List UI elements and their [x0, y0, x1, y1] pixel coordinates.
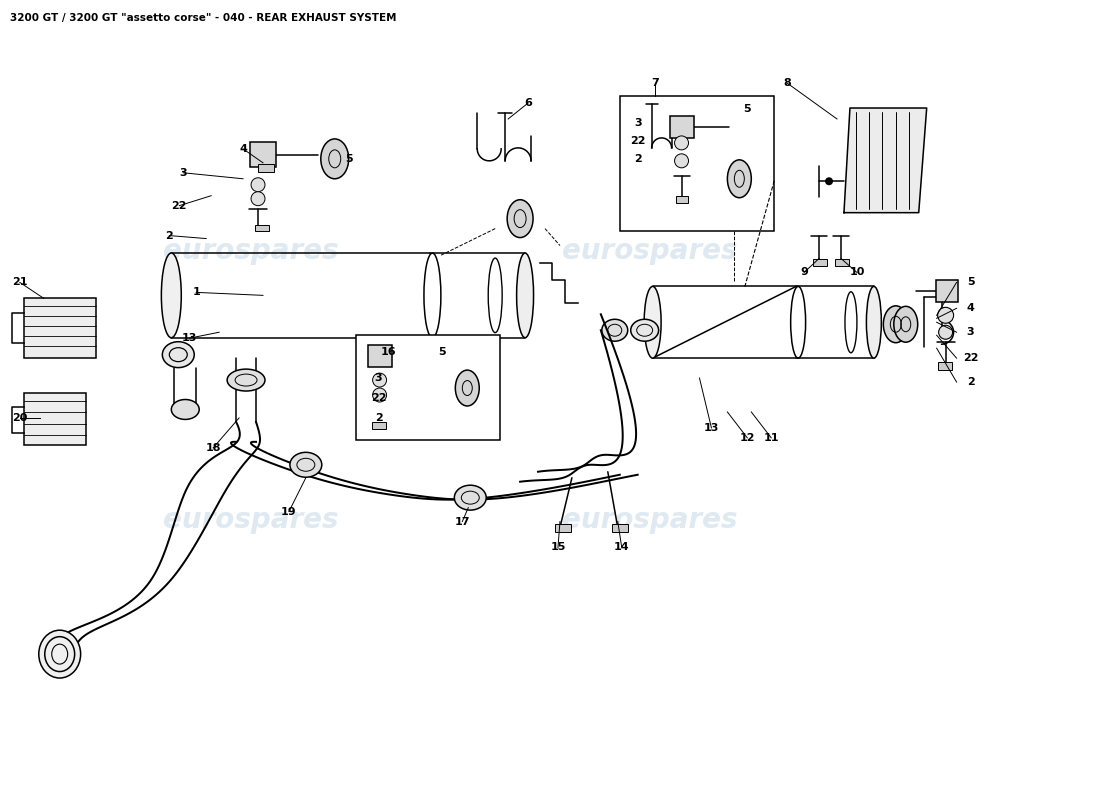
Ellipse shape — [894, 306, 917, 342]
Circle shape — [937, 307, 954, 323]
Text: 5: 5 — [967, 278, 975, 287]
Text: 2: 2 — [634, 154, 641, 164]
Bar — [936, 281, 958, 302]
Text: 4: 4 — [239, 144, 248, 154]
Ellipse shape — [163, 342, 195, 368]
Bar — [675, 196, 688, 202]
Circle shape — [373, 373, 386, 387]
Bar — [619, 96, 774, 230]
Text: 22: 22 — [630, 136, 646, 146]
Text: 21: 21 — [12, 278, 28, 287]
Text: 19: 19 — [282, 506, 297, 517]
Bar — [937, 362, 952, 370]
Ellipse shape — [162, 253, 182, 338]
Text: 13: 13 — [182, 334, 197, 343]
Ellipse shape — [455, 370, 480, 406]
Text: 20: 20 — [12, 413, 28, 423]
Text: 6: 6 — [524, 98, 532, 108]
Circle shape — [251, 178, 265, 192]
Text: 5: 5 — [345, 154, 352, 164]
Text: 9: 9 — [800, 267, 808, 278]
Circle shape — [674, 154, 689, 168]
Circle shape — [251, 192, 265, 206]
Text: 2: 2 — [375, 413, 383, 423]
Bar — [556, 523, 571, 531]
Text: 2: 2 — [165, 230, 173, 241]
Text: 13: 13 — [704, 423, 719, 433]
Ellipse shape — [867, 286, 881, 358]
Ellipse shape — [883, 306, 909, 342]
Text: 10: 10 — [849, 267, 865, 278]
Bar — [255, 225, 270, 230]
Bar — [24, 298, 96, 358]
Text: 7: 7 — [651, 78, 659, 88]
Ellipse shape — [39, 630, 80, 678]
Text: 22: 22 — [172, 201, 187, 210]
Text: 8: 8 — [783, 78, 791, 88]
Text: eurospares: eurospares — [562, 506, 737, 534]
Text: eurospares: eurospares — [163, 506, 339, 534]
Text: 22: 22 — [371, 393, 386, 403]
Ellipse shape — [645, 286, 661, 358]
Bar — [24, 393, 86, 445]
Text: 22: 22 — [962, 353, 978, 363]
Text: eurospares: eurospares — [562, 237, 737, 265]
Text: 16: 16 — [381, 347, 396, 357]
Bar — [250, 142, 276, 167]
Circle shape — [825, 178, 833, 186]
Bar — [612, 523, 628, 531]
Ellipse shape — [172, 399, 199, 419]
Bar — [355, 335, 500, 440]
Polygon shape — [844, 108, 926, 213]
Bar — [835, 259, 849, 266]
Ellipse shape — [227, 369, 265, 391]
Ellipse shape — [454, 486, 486, 510]
Text: eurospares: eurospares — [163, 237, 339, 265]
Bar — [258, 164, 274, 172]
Text: 18: 18 — [206, 443, 221, 453]
Text: 5: 5 — [439, 347, 447, 357]
Ellipse shape — [727, 160, 751, 198]
Text: 3: 3 — [967, 327, 975, 338]
Ellipse shape — [602, 319, 628, 342]
Circle shape — [674, 136, 689, 150]
Text: 4: 4 — [967, 303, 975, 314]
Text: 1: 1 — [192, 287, 200, 298]
Bar — [372, 422, 386, 429]
Text: 11: 11 — [763, 433, 779, 443]
Circle shape — [373, 388, 386, 402]
Bar — [367, 345, 392, 367]
Circle shape — [938, 326, 953, 339]
Ellipse shape — [507, 200, 534, 238]
Text: 15: 15 — [550, 542, 565, 553]
Text: 12: 12 — [739, 433, 755, 443]
Bar — [670, 116, 693, 138]
Text: 5: 5 — [744, 104, 751, 114]
Text: 3: 3 — [375, 373, 383, 383]
Text: 17: 17 — [454, 517, 470, 526]
Ellipse shape — [630, 319, 659, 342]
Text: 2: 2 — [967, 377, 975, 387]
Text: 14: 14 — [614, 542, 629, 553]
Ellipse shape — [517, 253, 534, 338]
Text: 3: 3 — [179, 168, 187, 178]
Text: 3200 GT / 3200 GT "assetto corse" - 040 - REAR EXHAUST SYSTEM: 3200 GT / 3200 GT "assetto corse" - 040 … — [10, 14, 396, 23]
Ellipse shape — [290, 452, 322, 478]
Ellipse shape — [321, 139, 349, 178]
Bar — [813, 259, 827, 266]
Text: 3: 3 — [634, 118, 641, 128]
